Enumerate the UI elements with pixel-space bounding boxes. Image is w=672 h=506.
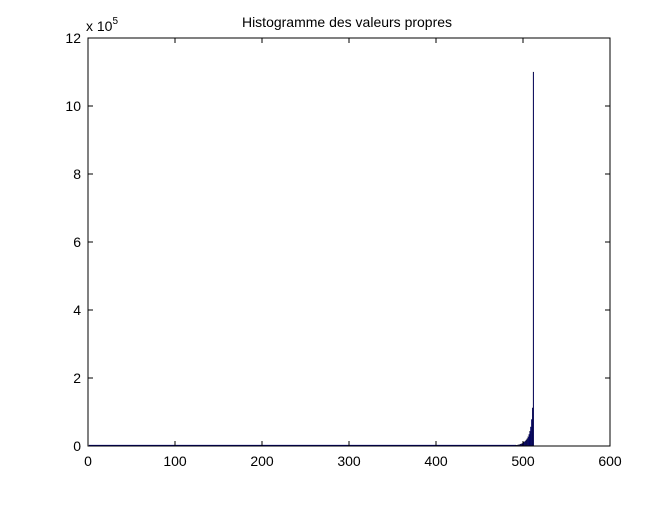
x-tick-label: 0 [84,453,92,469]
y-multiplier-base: x 10 [86,18,113,34]
histogram-bar [525,440,527,447]
histogram-bar [529,431,531,447]
histogram-bar [532,71,534,447]
bars [88,71,534,447]
histogram-bar [526,438,528,447]
x-tick-label: 500 [511,453,535,469]
y-tick-label: 10 [65,98,81,114]
y-tick-label: 4 [73,302,81,318]
histogram-bar [528,434,530,447]
y-multiplier-exponent: 5 [112,16,118,27]
y-tick-label: 2 [73,370,81,386]
histogram-bar [527,436,529,447]
histogram-bar [530,426,532,447]
x-tick-label: 100 [163,453,187,469]
y-multiplier-label: x 105 [86,16,118,34]
x-tick-label: 400 [424,453,448,469]
histogram-bar [531,419,533,447]
x-tick-label: 300 [337,453,361,469]
chart-title: Histogramme des valeurs propres [242,14,452,30]
axes-box [87,37,611,447]
y-tick-label: 8 [73,166,81,182]
y-tick-label: 6 [73,234,81,250]
histogram-bar [523,442,525,447]
x-tick-label: 200 [250,453,274,469]
histogram-bar [525,439,528,447]
histogram-bar [524,441,526,447]
y-tick-label: 0 [73,438,81,454]
y-tick-label: 12 [65,30,81,46]
x-tick-label: 600 [598,453,622,469]
histogram-bar [532,407,534,447]
ticks: 0 100 200 300 400 500 600 0 2 4 6 8 10 12 [65,30,621,469]
